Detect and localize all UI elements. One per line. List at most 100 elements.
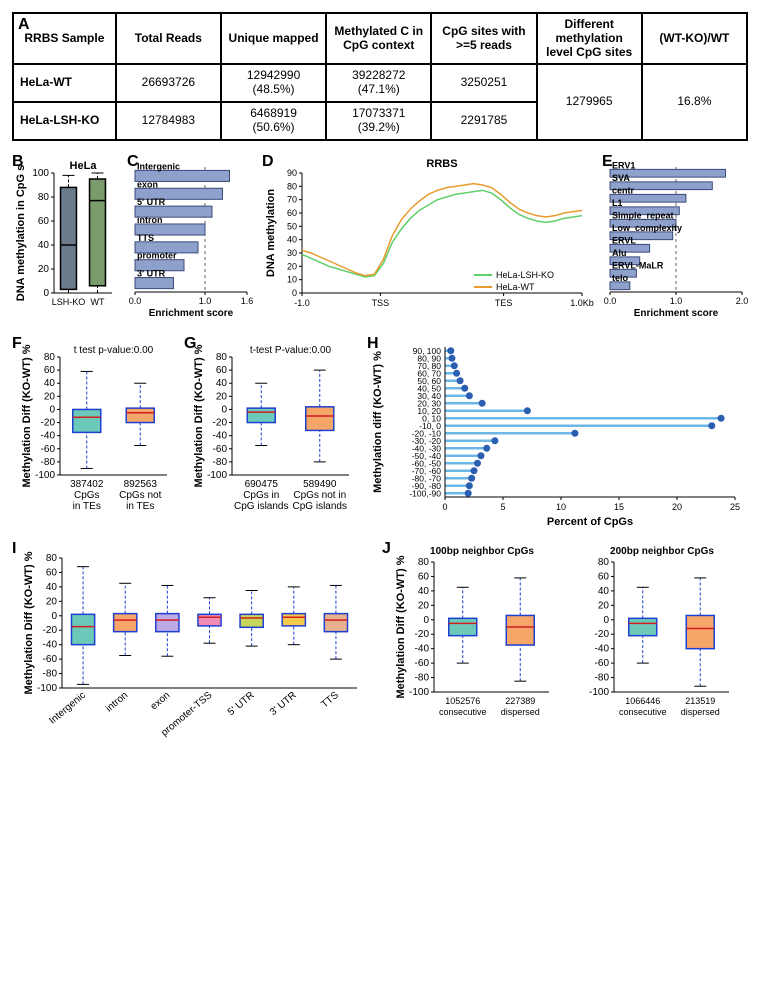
svg-text:HeLa: HeLa <box>70 160 98 172</box>
svg-text:80: 80 <box>287 181 297 191</box>
svg-text:70: 70 <box>287 194 297 204</box>
panel-b-chart: 020406080100DNA methylation in CpG sHeLa… <box>12 155 122 325</box>
panel-g: G -100-80-60-40-20020406080Methylation D… <box>184 337 359 532</box>
svg-text:1.0Kb: 1.0Kb <box>570 298 594 308</box>
svg-text:1066446: 1066446 <box>625 696 660 706</box>
svg-text:40: 40 <box>418 585 430 596</box>
svg-text:-80: -80 <box>415 672 430 683</box>
svg-text:-1.0: -1.0 <box>294 298 310 308</box>
svg-text:40: 40 <box>216 378 228 389</box>
svg-text:consecutive: consecutive <box>439 707 487 717</box>
svg-text:213519: 213519 <box>685 696 715 706</box>
svg-text:-40: -40 <box>595 643 610 654</box>
svg-text:Enrichment score: Enrichment score <box>634 308 719 319</box>
svg-text:dispersed: dispersed <box>501 707 540 717</box>
panel-c: C Intergenicexon5' UTRintronTTSpromoter3… <box>127 155 257 325</box>
svg-text:Intergenic: Intergenic <box>137 161 180 171</box>
table-cell: 6468919(50.6%) <box>221 102 326 140</box>
panel-h-label: H <box>367 335 379 353</box>
svg-text:80: 80 <box>418 557 430 568</box>
table-header: Total Reads <box>116 13 221 64</box>
svg-text:-20: -20 <box>43 625 58 636</box>
row-ij: I -100-80-60-40-20020406080Methylation D… <box>12 542 748 772</box>
svg-text:HeLa-WT: HeLa-WT <box>496 282 535 292</box>
table-cell: 3250251 <box>431 64 536 102</box>
svg-text:in TEs: in TEs <box>126 501 154 512</box>
svg-text:20: 20 <box>598 600 610 611</box>
svg-text:60: 60 <box>418 571 430 582</box>
svg-text:ERVL-MaLR: ERVL-MaLR <box>612 260 664 270</box>
svg-text:40: 40 <box>38 240 50 251</box>
table-cell: HeLa-LSH-KO <box>13 102 116 140</box>
svg-text:0: 0 <box>603 614 609 625</box>
svg-text:-80: -80 <box>43 668 58 679</box>
svg-text:30: 30 <box>287 248 297 258</box>
svg-text:-20: -20 <box>41 417 56 428</box>
svg-text:80: 80 <box>38 192 50 203</box>
svg-text:10: 10 <box>556 502 566 512</box>
svg-text:90: 90 <box>287 168 297 178</box>
table-cell: 12784983 <box>116 102 221 140</box>
svg-text:promoter: promoter <box>137 250 177 260</box>
svg-text:387402: 387402 <box>70 479 104 490</box>
svg-text:RRBS: RRBS <box>426 158 457 170</box>
panel-d-chart: RRBS0102030405060708090DNA methylation-1… <box>262 155 597 325</box>
svg-text:Intergenic: Intergenic <box>47 689 88 726</box>
svg-text:-40: -40 <box>41 430 56 441</box>
svg-text:15: 15 <box>614 502 624 512</box>
svg-text:60: 60 <box>216 365 228 376</box>
svg-text:3' UTR: 3' UTR <box>137 268 166 278</box>
svg-text:0: 0 <box>423 614 429 625</box>
svg-text:0: 0 <box>43 288 49 299</box>
panel-i: I -100-80-60-40-20020406080Methylation D… <box>12 542 372 772</box>
panel-d-label: D <box>262 153 274 171</box>
svg-text:TSS: TSS <box>372 298 390 308</box>
svg-text:80: 80 <box>598 557 610 568</box>
svg-text:10: 10 <box>287 274 297 284</box>
panel-g-label: G <box>184 335 196 353</box>
svg-text:-40: -40 <box>43 639 58 650</box>
svg-text:ERV1: ERV1 <box>612 160 635 170</box>
svg-text:20: 20 <box>672 502 682 512</box>
panel-i-chart: -100-80-60-40-20020406080Methylation Dif… <box>12 542 372 772</box>
svg-text:0.0: 0.0 <box>129 296 142 306</box>
svg-text:100: 100 <box>32 168 49 179</box>
row-fgh: F -100-80-60-40-20020406080Methylation D… <box>12 337 748 532</box>
svg-text:SVA: SVA <box>612 172 630 182</box>
svg-text:centr: centr <box>612 185 635 195</box>
svg-text:HeLa-LSH-KO: HeLa-LSH-KO <box>496 270 554 280</box>
panel-b-label: B <box>12 153 24 171</box>
svg-text:Enrichment score: Enrichment score <box>149 308 234 319</box>
panel-a: A RRBS SampleTotal ReadsUnique mappedMet… <box>12 12 748 141</box>
table-cell: HeLa-WT <box>13 64 116 102</box>
rrbs-table: RRBS SampleTotal ReadsUnique mappedMethy… <box>12 12 748 141</box>
svg-text:telo: telo <box>612 272 629 282</box>
svg-text:DNA methylation: DNA methylation <box>265 188 277 276</box>
svg-text:CpGs: CpGs <box>74 490 100 501</box>
svg-text:-100: -100 <box>35 470 55 481</box>
svg-text:5' UTR: 5' UTR <box>226 689 257 717</box>
svg-text:intron: intron <box>137 215 163 225</box>
panel-d: D RRBS0102030405060708090DNA methylation… <box>262 155 597 325</box>
svg-text:200bp neighbor CpGs: 200bp neighbor CpGs <box>610 546 714 557</box>
svg-text:-60: -60 <box>415 658 430 669</box>
panel-e: E ERV1SVAcentrL1Simple_repeatLow_complex… <box>602 155 752 325</box>
svg-text:60: 60 <box>44 365 56 376</box>
svg-text:CpGs not in: CpGs not in <box>293 490 346 501</box>
svg-text:-60: -60 <box>213 443 228 454</box>
svg-text:TTS: TTS <box>137 232 154 242</box>
svg-text:-20: -20 <box>595 629 610 640</box>
svg-text:1.6: 1.6 <box>241 296 254 306</box>
panel-j-chart: 100bp neighbor CpGs-100-80-60-40-2002040… <box>382 542 752 772</box>
svg-text:2.0: 2.0 <box>736 296 749 306</box>
svg-text:40: 40 <box>287 234 297 244</box>
panel-h: H 90, 10080, 9070, 8060, 7050, 6040, 503… <box>367 337 752 532</box>
table-cell: 12942990(48.5%) <box>221 64 326 102</box>
svg-text:t test p-value:0.00: t test p-value:0.00 <box>74 345 154 356</box>
svg-text:TES: TES <box>495 298 513 308</box>
svg-text:ERVL: ERVL <box>612 235 636 245</box>
svg-text:60: 60 <box>287 208 297 218</box>
svg-text:-40: -40 <box>415 643 430 654</box>
svg-text:60: 60 <box>46 567 58 578</box>
svg-text:Methylation Diff (KO-WT) %: Methylation Diff (KO-WT) % <box>193 344 205 487</box>
